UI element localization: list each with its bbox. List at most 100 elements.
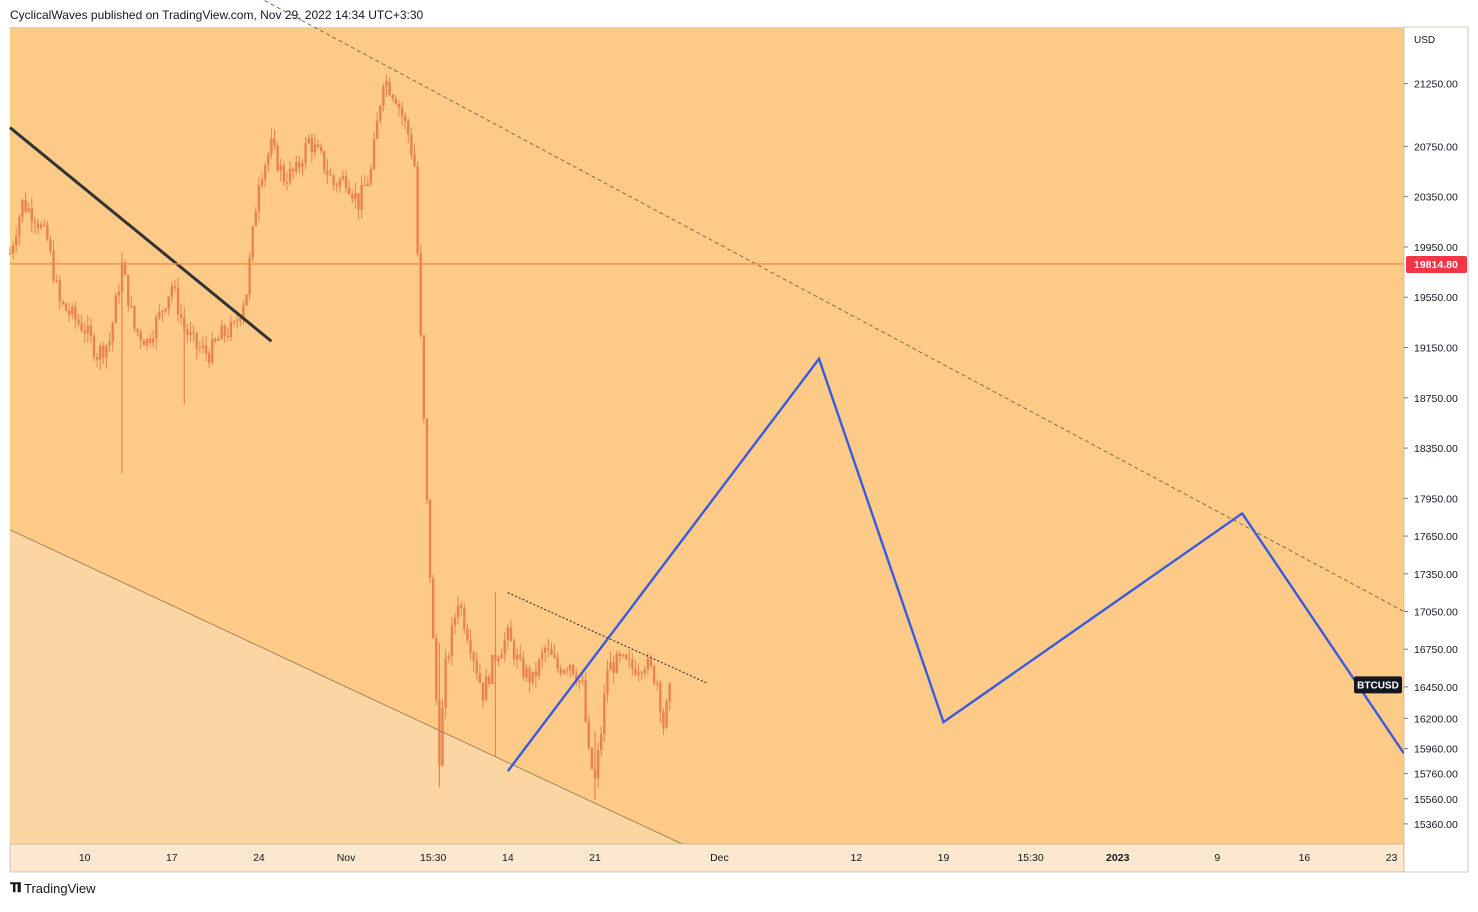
candle-body bbox=[139, 332, 142, 341]
candle-body bbox=[161, 311, 164, 313]
candle-body bbox=[606, 670, 609, 695]
x-tick-label: Nov bbox=[337, 852, 356, 864]
candle-body bbox=[509, 627, 513, 642]
candle-body bbox=[11, 245, 15, 254]
candle-body bbox=[351, 194, 354, 199]
x-tick-label: 12 bbox=[851, 852, 863, 864]
y-axis-background bbox=[1403, 26, 1469, 873]
candle-body bbox=[39, 224, 43, 229]
candle-body bbox=[410, 134, 413, 155]
candle-body bbox=[587, 721, 590, 748]
candle-body bbox=[123, 262, 127, 275]
candle-body bbox=[425, 418, 429, 500]
candle-body bbox=[254, 211, 258, 227]
candle-body bbox=[108, 342, 111, 346]
candle-body bbox=[581, 680, 584, 682]
candle-body bbox=[397, 103, 401, 108]
y-axis[interactable]: 21250.00 20750.00 20350.00 19950.00 19550.00… bbox=[1404, 79, 1458, 831]
x-tick-label: 16 bbox=[1299, 852, 1311, 864]
candle-body bbox=[357, 193, 360, 210]
candle-body bbox=[559, 668, 562, 674]
projection-path[interactable] bbox=[506, 356, 1405, 772]
candle-body bbox=[46, 224, 49, 240]
candles-group bbox=[8, 75, 671, 801]
candle-body bbox=[183, 317, 186, 330]
candle-body bbox=[525, 668, 528, 678]
candle-body bbox=[631, 659, 634, 669]
candle-body bbox=[456, 605, 460, 618]
candle-body bbox=[220, 325, 223, 340]
candle-body bbox=[447, 656, 450, 659]
x-axis[interactable]: 10 17 24 Nov 15:30 14 21 Dec 12 19 15:30 2023 9 16 23 bbox=[79, 852, 1398, 864]
y-tick-label: 16200.00 bbox=[1414, 713, 1458, 725]
candle-body bbox=[204, 345, 208, 354]
candle-body bbox=[173, 285, 177, 288]
candle-body bbox=[643, 669, 646, 674]
candle-body bbox=[344, 176, 348, 188]
channel-lower-line bbox=[9, 529, 683, 845]
y-tick-label: 19150.00 bbox=[1414, 343, 1458, 355]
candle-body bbox=[522, 658, 525, 678]
candle-body bbox=[86, 325, 89, 334]
symbol-tag-label: BTCUSD bbox=[1357, 680, 1399, 691]
candle-body bbox=[226, 335, 230, 338]
y-tick-label: 17350.00 bbox=[1414, 569, 1458, 581]
candle-body bbox=[391, 94, 394, 99]
candle-body bbox=[170, 285, 174, 297]
candle-body bbox=[95, 357, 99, 360]
candle-body bbox=[360, 185, 363, 210]
candle-body bbox=[584, 680, 587, 722]
candle-body bbox=[506, 627, 510, 641]
candle-body bbox=[211, 339, 214, 363]
candle-body bbox=[341, 176, 345, 180]
x-tick-label: 24 bbox=[253, 852, 265, 864]
candle-body bbox=[519, 654, 522, 659]
candle-body bbox=[652, 665, 656, 684]
y-tick-label: 19550.00 bbox=[1414, 292, 1458, 304]
y-tick-label: 16750.00 bbox=[1414, 644, 1458, 656]
candle-body bbox=[21, 199, 24, 218]
candle-body bbox=[239, 318, 242, 321]
candle-body bbox=[276, 145, 279, 171]
candle-body bbox=[600, 733, 603, 751]
candle-body bbox=[105, 345, 108, 358]
candle-body bbox=[540, 652, 544, 660]
candle-body bbox=[198, 347, 202, 349]
candle-body bbox=[8, 253, 12, 255]
candle-body bbox=[245, 294, 248, 306]
y-tick-label: 17950.00 bbox=[1414, 493, 1458, 505]
candle-body bbox=[229, 322, 233, 338]
candle-body bbox=[603, 694, 606, 734]
price-tag-label: 19814.80 bbox=[1414, 259, 1458, 271]
candle-body bbox=[176, 287, 180, 315]
candle-body bbox=[469, 640, 472, 653]
candle-body bbox=[329, 174, 332, 176]
y-tick-label: 18750.00 bbox=[1414, 393, 1458, 405]
candle-body bbox=[624, 654, 628, 659]
candle-body bbox=[142, 340, 145, 346]
candle-body bbox=[15, 236, 18, 246]
candle-body bbox=[550, 648, 553, 655]
candle-body bbox=[472, 652, 475, 661]
candle-body bbox=[316, 144, 320, 147]
candle-body bbox=[127, 274, 130, 306]
candle-body bbox=[556, 657, 559, 669]
candle-body bbox=[375, 120, 379, 139]
candle-body bbox=[487, 676, 491, 685]
symbol-tag-box bbox=[1354, 676, 1402, 694]
x-tick-label: 10 bbox=[79, 852, 91, 864]
candle-body bbox=[18, 217, 21, 237]
candle-body bbox=[273, 138, 276, 146]
candle-body bbox=[49, 239, 52, 251]
candle-body bbox=[537, 659, 541, 677]
candle-body bbox=[260, 179, 264, 186]
candle-body bbox=[484, 676, 488, 701]
dark-trendline-line bbox=[9, 126, 273, 343]
y-tick-label: 17050.00 bbox=[1414, 606, 1458, 618]
candle-body bbox=[298, 162, 301, 167]
candle-body bbox=[99, 345, 102, 360]
candle-body bbox=[335, 184, 338, 187]
candle-body bbox=[148, 338, 152, 343]
